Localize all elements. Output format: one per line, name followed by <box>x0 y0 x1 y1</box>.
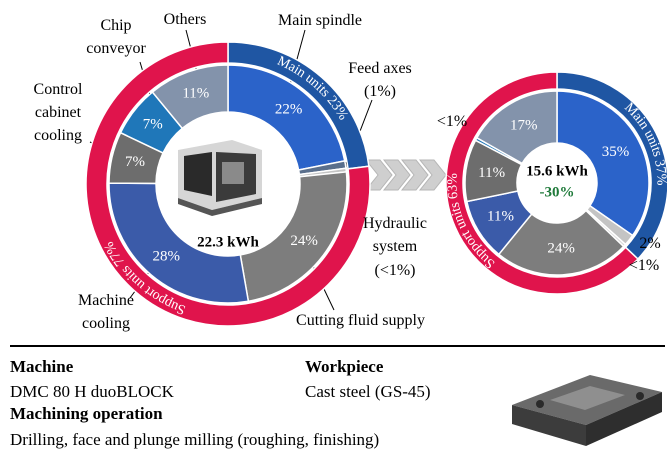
donut-segment <box>151 64 229 130</box>
center-label: 22.3 kWh <box>197 234 259 250</box>
category-label: Control cabinet cooling <box>33 81 83 144</box>
value-label: 11% <box>487 209 514 225</box>
category-label: Feed axes <box>348 60 412 77</box>
value-label: 24% <box>290 233 318 249</box>
center-label: 15.6 kWh <box>526 163 588 179</box>
donut-segment <box>85 41 371 327</box>
change-label: -30% <box>540 184 575 200</box>
operation: Drilling, face and plunge milling (rough… <box>10 430 380 449</box>
value-label: <1% <box>436 113 468 130</box>
machine-heading: Machine <box>10 357 74 376</box>
workpiece: Cast steel (GS-45) <box>305 382 431 401</box>
category-label: Others <box>163 11 207 28</box>
value-label: 11% <box>182 86 209 102</box>
value-label: 7% <box>143 117 163 133</box>
value-label: 28% <box>152 248 180 264</box>
donut-segment <box>556 90 650 237</box>
value-label: (<1%) <box>374 262 416 279</box>
value-label: <1% <box>628 257 660 274</box>
operation-heading: Machining operation <box>10 404 163 423</box>
workpiece-heading: Workpiece <box>305 357 384 376</box>
donut-segment <box>475 90 558 165</box>
arrow <box>364 159 447 191</box>
value-label: 22% <box>275 102 303 118</box>
donut-segment <box>108 182 250 304</box>
value-label: 2% <box>639 235 661 252</box>
category-label: Chip conveyor <box>86 17 146 57</box>
workpiece-image <box>512 375 662 446</box>
value-label: 7% <box>125 154 145 170</box>
category-label: Hydraulic system <box>363 215 427 255</box>
category-label: Cutting fluid supply <box>296 312 425 329</box>
value-label: 35% <box>602 144 630 160</box>
category-label: Main spindle <box>278 12 362 29</box>
value-label: 24% <box>547 240 575 256</box>
category-label: Machine cooling <box>78 292 134 332</box>
value-label: (1%) <box>364 83 396 100</box>
machine-image <box>178 140 262 216</box>
machine: DMC 80 H duoBLOCK <box>10 382 174 401</box>
value-label: 17% <box>510 117 538 133</box>
donut-segment <box>497 209 625 276</box>
donut-segment <box>445 71 639 295</box>
value-label: 11% <box>478 165 505 181</box>
